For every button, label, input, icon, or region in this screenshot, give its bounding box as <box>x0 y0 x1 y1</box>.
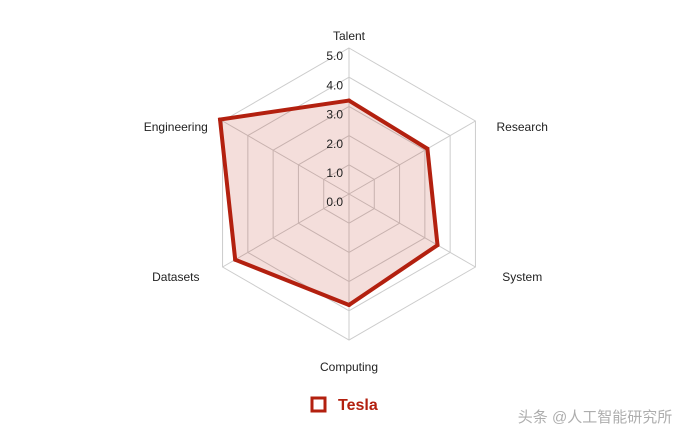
radar-point <box>218 117 223 122</box>
axis-label: Datasets <box>152 270 199 284</box>
spoke <box>222 193 350 268</box>
spoke <box>348 193 476 268</box>
radar-point <box>233 257 238 262</box>
r-tick-label: 5.0 <box>326 49 343 63</box>
r-tick-label: 1.0 <box>326 166 343 180</box>
radar-point <box>425 146 430 151</box>
r-tick-label: 4.0 <box>326 78 343 92</box>
axis-label: System <box>502 270 542 284</box>
axis-label: Talent <box>333 29 366 43</box>
r-tick-label: 2.0 <box>326 137 343 151</box>
legend-swatch <box>310 396 327 413</box>
legend-label: Tesla <box>338 397 378 414</box>
radar-point <box>347 98 351 103</box>
r-tick-label: 0.0 <box>326 195 343 209</box>
spoke <box>348 120 476 195</box>
axis-label: Computing <box>320 360 378 374</box>
axis-label: Engineering <box>144 120 208 134</box>
watermark: 头条 @人工智能研究所 <box>518 408 672 426</box>
spoke <box>222 120 350 195</box>
r-tick-label: 3.0 <box>326 108 343 122</box>
axis-label: Research <box>497 120 548 134</box>
radar-point <box>435 243 440 248</box>
radar-point <box>347 302 351 307</box>
